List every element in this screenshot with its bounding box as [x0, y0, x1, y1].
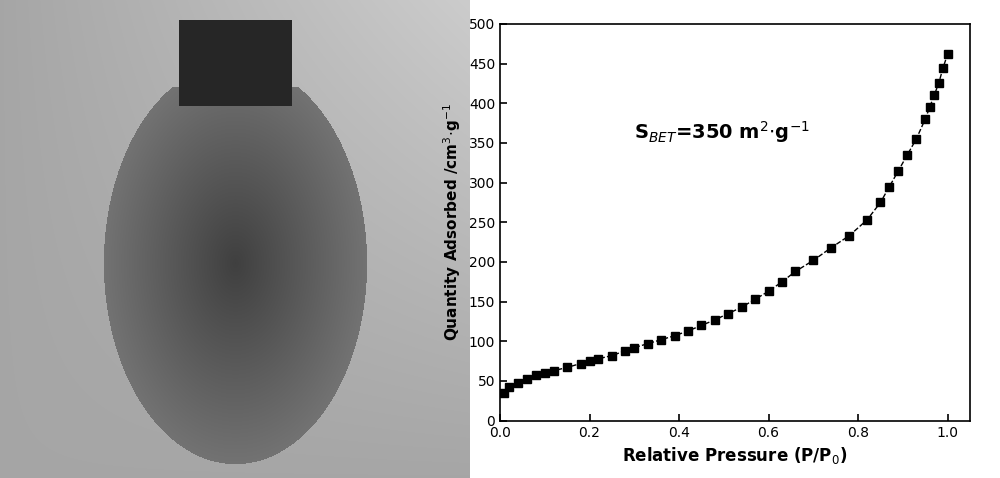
- X-axis label: Relative Pressure (P/P$_0$): Relative Pressure (P/P$_0$): [622, 445, 848, 466]
- Y-axis label: Quantity Adsorbed /cm$^3$$\cdot$g$^{-1}$: Quantity Adsorbed /cm$^3$$\cdot$g$^{-1}$: [442, 103, 463, 341]
- Text: S$_{BET}$=350 m$^2$$\cdot$g$^{-1}$: S$_{BET}$=350 m$^2$$\cdot$g$^{-1}$: [634, 119, 810, 145]
